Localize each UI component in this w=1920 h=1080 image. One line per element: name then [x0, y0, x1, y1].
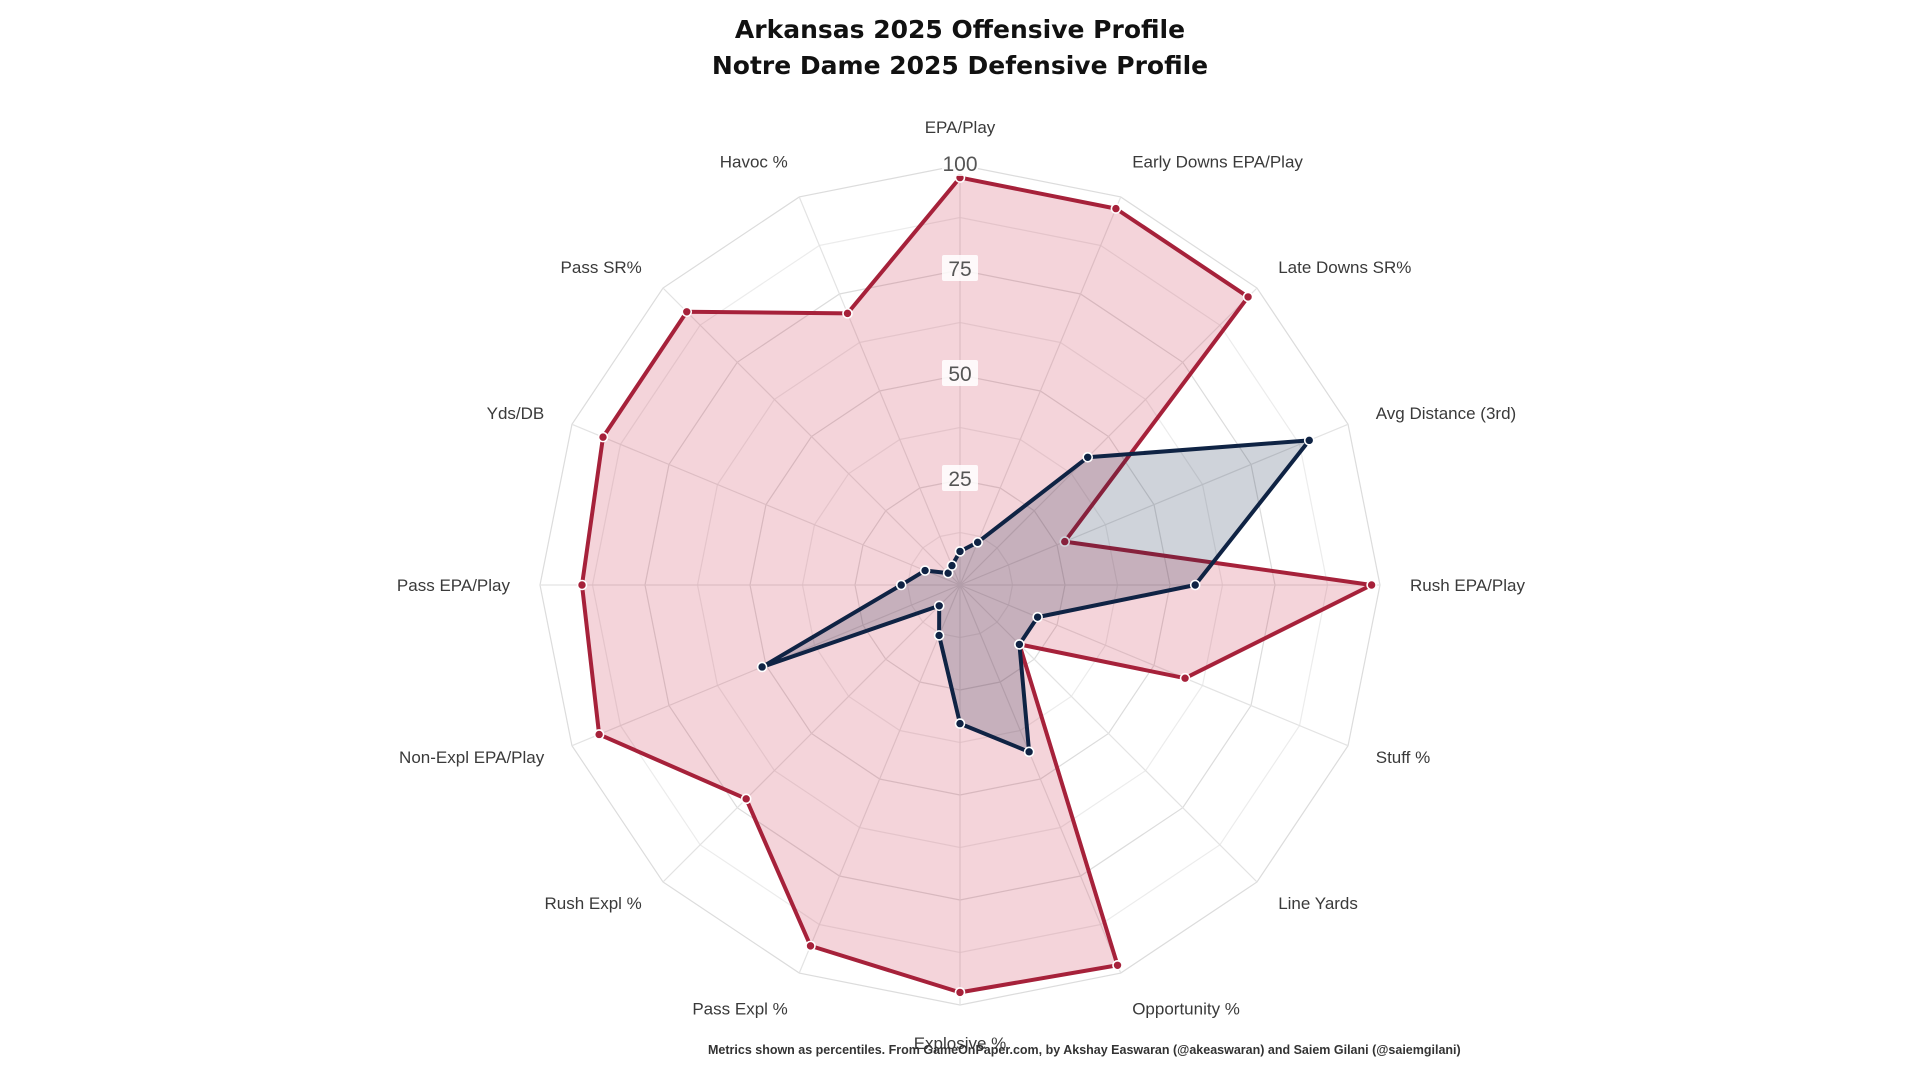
axis-label: EPA/Play	[925, 118, 996, 137]
axis-label: Avg Distance (3rd)	[1376, 404, 1516, 423]
grid-spoke	[959, 196, 1122, 586]
series-1	[756, 435, 1315, 758]
data-point	[933, 600, 945, 612]
radial-tick-labels: 25 50 75 100	[942, 150, 978, 491]
axis-label: Explosive %	[914, 1034, 1007, 1053]
data-point	[1179, 672, 1191, 684]
data-point	[1059, 536, 1071, 547]
chart-title-line-1: Arkansas 2025 Offensive Profile	[734, 15, 1186, 44]
data-point	[1366, 579, 1377, 591]
data-point	[946, 560, 958, 571]
radar-series	[576, 172, 1377, 998]
data-point	[954, 987, 966, 998]
grid-spoke	[959, 584, 1349, 747]
tick-label: 50	[948, 363, 971, 386]
axis-label: Havoc %	[720, 152, 788, 171]
data-point	[681, 306, 693, 318]
data-point	[954, 718, 966, 729]
grid-spoke	[798, 196, 961, 586]
data-point	[597, 431, 609, 443]
data-point	[1082, 451, 1094, 463]
data-point	[933, 630, 945, 641]
data-point	[1032, 611, 1043, 623]
grid-spoke	[959, 584, 1122, 974]
tick-label-bg	[942, 465, 978, 491]
axis-label: Pass Expl %	[692, 1000, 787, 1019]
radar-grid	[539, 164, 1381, 1006]
data-point	[1014, 639, 1025, 650]
tick-label: 25	[948, 468, 971, 491]
chart-title: Arkansas 2025 Offensive Profile Notre Da…	[0, 12, 1920, 84]
axis-label: Pass SR%	[561, 258, 642, 277]
data-point	[919, 565, 931, 576]
grid-spoke	[662, 287, 961, 586]
data-point	[954, 546, 966, 557]
tick-label: 75	[948, 258, 971, 281]
tick-label: 100	[942, 153, 977, 176]
data-point	[1112, 959, 1123, 971]
data-point	[1303, 435, 1315, 446]
grid-spoke	[798, 584, 961, 974]
data-point	[1023, 746, 1035, 758]
data-point	[805, 940, 816, 952]
footer-note: Metrics shown as percentiles. From GameO…	[708, 1043, 1461, 1057]
axis-label: Pass EPA/Play	[397, 576, 511, 595]
axis-label: Rush EPA/Play	[1410, 576, 1525, 595]
axis-label: Early Downs EPA/Play	[1132, 152, 1303, 171]
data-point	[740, 793, 752, 805]
grid-spoke	[959, 423, 1349, 586]
grid-spoke	[662, 584, 961, 883]
data-point	[1242, 291, 1254, 303]
axis-label: Rush Expl %	[544, 894, 641, 913]
data-point	[576, 579, 588, 591]
axis-label: Line Yards	[1278, 894, 1358, 913]
axis-labels: EPA/Play Early Downs EPA/Play Late Downs S…	[397, 118, 1526, 1053]
tick-label-bg	[942, 150, 978, 176]
tick-label-bg	[942, 360, 978, 386]
chart-title-line-2: Notre Dame 2025 Defensive Profile	[711, 51, 1209, 80]
axis-label: Yds/DB	[487, 404, 545, 423]
series-0	[576, 172, 1377, 998]
axis-label: Stuff %	[1376, 748, 1431, 767]
tick-label-bg	[942, 255, 978, 281]
grid-spoke	[571, 423, 961, 586]
data-point	[1110, 203, 1122, 214]
data-point	[895, 579, 907, 591]
axis-label: Non-Expl EPA/Play	[399, 748, 545, 767]
data-point	[972, 537, 983, 548]
axis-label: Late Downs SR%	[1278, 258, 1411, 277]
grid-spoke	[959, 584, 1258, 883]
data-point	[593, 729, 605, 740]
axis-label: Opportunity %	[1132, 1000, 1240, 1019]
data-point	[842, 308, 853, 319]
grid-spoke	[959, 287, 1258, 586]
data-point	[756, 661, 768, 673]
data-point	[1189, 579, 1201, 591]
